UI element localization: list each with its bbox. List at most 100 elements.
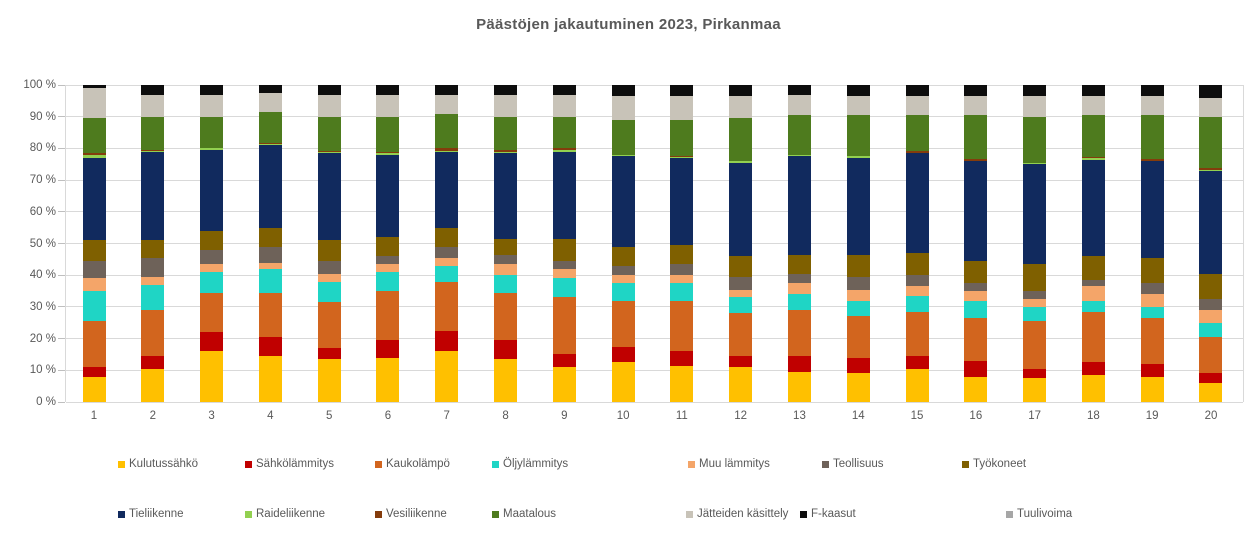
bar-segment-maatalous <box>258 112 282 143</box>
bar-segment-muu-lammitys <box>494 264 518 276</box>
y-tick-mark <box>58 116 65 118</box>
bar-segment-oljylammitys <box>1199 322 1223 338</box>
x-tick-label-18: 18 <box>1087 410 1100 422</box>
bar-segment-kulutussahko <box>317 359 341 402</box>
bar-segment-maatalous <box>435 113 459 149</box>
y-tick-label: 70 % <box>29 174 56 187</box>
bar-segment-sahkolammitys <box>729 356 753 368</box>
bar-segment-raideliikenne <box>787 155 811 157</box>
legend-label-kaukolampo: Kaukolämpö <box>386 458 450 470</box>
bar-segment-kulutussahko <box>258 356 282 402</box>
bar-segment-teollisuus <box>611 265 635 276</box>
bar-segment-muu-lammitys <box>846 289 870 301</box>
bar-segment-teollisuus <box>846 276 870 290</box>
y-tick-mark <box>58 306 65 308</box>
bar-segment-tieliikenne <box>376 154 400 238</box>
bar-segment-tyokoneet <box>200 230 224 250</box>
bar-segment-sahkolammitys <box>964 360 988 377</box>
bar-segment-raideliikenne <box>258 144 282 146</box>
bar-segment-tieliikenne <box>787 156 811 255</box>
bar-segment-sahkolammitys <box>376 340 400 358</box>
bar-segment-kulutussahko <box>1140 376 1164 402</box>
bar-segment-tyokoneet <box>258 227 282 247</box>
bar-segment-jatteiden-kasittely <box>846 96 870 116</box>
bar-segment-kulutussahko <box>1199 382 1223 402</box>
bar-segment-teollisuus <box>1023 291 1047 300</box>
bar-segment-jatteiden-kasittely <box>376 94 400 117</box>
x-tick-label-8: 8 <box>502 410 509 422</box>
bar-segment-tieliikenne <box>729 162 753 257</box>
bar-segment-jatteiden-kasittely <box>1199 97 1223 117</box>
bar-segment-vesiliikenne <box>905 151 929 153</box>
bar-segment-tyokoneet <box>905 253 929 276</box>
gridline-60% <box>66 211 1243 213</box>
chart-title: Päästöjen jakautuminen 2023, Pirkanmaa <box>476 16 781 33</box>
bar-segment-f-kaasut <box>494 85 518 95</box>
bar-segment-tieliikenne <box>1023 164 1047 265</box>
bar-segment-muu-lammitys <box>552 268 576 279</box>
gridline-70% <box>66 179 1243 181</box>
bar-segment-raideliikenne <box>376 153 400 155</box>
bar-segment-muu-lammitys <box>317 273 341 282</box>
bar-13 <box>787 85 811 402</box>
bar-10 <box>611 85 635 402</box>
bar-segment-vesiliikenne <box>317 150 341 152</box>
bar-segment-raideliikenne <box>317 151 341 154</box>
bar-segment-vesiliikenne <box>200 147 224 149</box>
bar-segment-maatalous <box>200 116 224 148</box>
bar-segment-kaukolampo <box>82 321 106 368</box>
bar-segment-f-kaasut <box>1023 85 1047 97</box>
bar-segment-vesiliikenne <box>1081 157 1105 158</box>
bar-segment-maatalous <box>964 115 988 159</box>
legend-label-tieliikenne: Tieliikenne <box>129 508 184 520</box>
x-tick-label-5: 5 <box>325 410 333 422</box>
y-tick-label: 50 % <box>29 237 56 250</box>
bar-segment-sahkolammitys <box>258 337 282 357</box>
bar-segment-tyokoneet <box>787 254 811 274</box>
bar-segment-teollisuus <box>1081 280 1105 287</box>
bar-segment-f-kaasut <box>200 85 224 95</box>
legend-swatch-tyokoneet <box>962 460 969 468</box>
bar-segment-oljylammitys <box>200 272 224 293</box>
bar-segment-kaukolampo <box>376 291 400 341</box>
bar-segment-maatalous <box>670 119 694 157</box>
x-tick-label-13: 13 <box>793 410 806 422</box>
bar-segment-tyokoneet <box>611 246 635 266</box>
legend-label-teollisuus: Teollisuus <box>833 458 884 470</box>
bar-segment-raideliikenne <box>82 154 106 158</box>
legend-label-f-kaasut: F-kaasut <box>811 508 856 520</box>
bar-segment-kulutussahko <box>787 371 811 402</box>
bar-segment-tyokoneet <box>552 238 576 261</box>
legend-label-muu-lammitys: Muu lämmitys <box>699 458 770 470</box>
bar-segment-raideliikenne <box>846 156 870 158</box>
bar-segment-maatalous <box>317 116 341 151</box>
bar-segment-muu-lammitys <box>1081 286 1105 301</box>
bar-18 <box>1081 85 1105 402</box>
gridline-50% <box>66 243 1243 244</box>
y-tick-label: 60 % <box>29 205 56 218</box>
bar-segment-maatalous <box>611 119 635 155</box>
legend-item-oljylammitys: Öljylämmitys <box>492 457 568 471</box>
bar-segment-jatteiden-kasittely <box>200 94 224 117</box>
legend-item-maatalous: Maatalous <box>492 507 556 521</box>
bar-segment-oljylammitys <box>611 283 635 301</box>
bar-segment-kulutussahko <box>141 368 165 402</box>
bar-segment-jatteiden-kasittely <box>1081 96 1105 116</box>
bar-segment-jatteiden-kasittely <box>729 96 753 119</box>
bar-segment-tyokoneet <box>964 260 988 284</box>
x-tick-label-20: 20 <box>1204 410 1218 422</box>
legend-label-tuulivoima: Tuulivoima <box>1017 508 1073 520</box>
x-tick-label-15: 15 <box>910 410 924 422</box>
legend-item-kaukolampo: Kaukolämpö <box>375 457 450 471</box>
bar-segment-teollisuus <box>258 246 282 263</box>
bar-segment-tieliikenne <box>200 150 224 231</box>
bar-9 <box>552 85 576 402</box>
bar-segment-tieliikenne <box>317 153 341 241</box>
bar-segment-raideliikenne <box>905 152 929 154</box>
bar-segment-tieliikenne <box>846 157 870 255</box>
bar-segment-kaukolampo <box>494 292 518 341</box>
bar-segment-tieliikenne <box>611 156 635 247</box>
bar-segment-vesiliikenne <box>846 155 870 157</box>
bar-segment-f-kaasut <box>82 85 106 89</box>
bar-segment-raideliikenne <box>670 157 694 158</box>
